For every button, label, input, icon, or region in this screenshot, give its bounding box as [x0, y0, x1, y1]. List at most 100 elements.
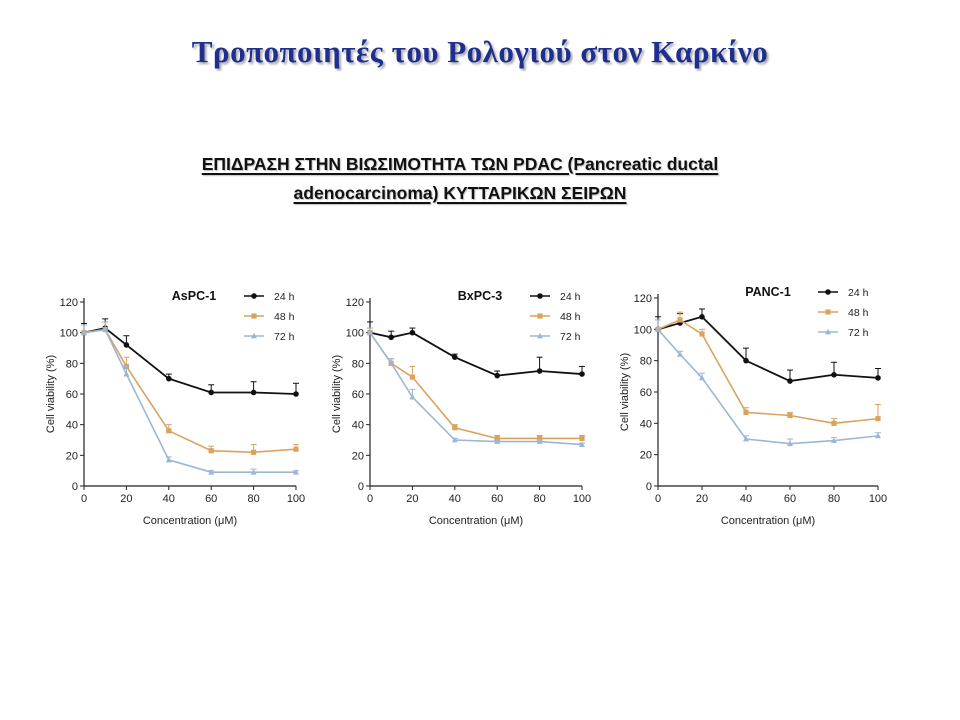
data-point: [699, 314, 705, 320]
data-point: [165, 456, 172, 463]
y-tick-label: 120: [634, 293, 652, 305]
series-24h: [367, 321, 585, 379]
data-point: [102, 326, 109, 332]
x-tick-label: 100: [573, 493, 591, 505]
y-tick-label: 40: [66, 420, 78, 432]
data-point: [655, 326, 661, 332]
y-tick-label: 20: [352, 450, 364, 462]
subtitle-line-1: ΕΠΙΔΡΑΣΗ ΣΤΗΝ ΒΙΩΣΙΜΟΤΗΤΑ ΤΩΝ PDAC (Panc…: [201, 154, 719, 174]
data-point: [166, 375, 172, 382]
series-line: [657, 328, 879, 445]
legend-label: 48 h: [560, 311, 581, 323]
series-72h: [367, 327, 585, 447]
series-48h: [655, 311, 881, 426]
series-line: [369, 332, 582, 440]
legend-marker: [825, 328, 831, 335]
data-point: [251, 449, 257, 455]
data-point: [699, 331, 705, 337]
data-point: [409, 374, 415, 380]
x-tick-label: 20: [120, 493, 132, 505]
x-tick-label: 80: [533, 493, 545, 505]
series-72h: [81, 321, 299, 475]
series-line: [369, 332, 583, 446]
x-tick-label: 40: [163, 493, 175, 505]
slide-title: Τροποποιητές του Ρολογιού στον Καρκίνο: [191, 34, 769, 69]
data-point: [81, 329, 87, 336]
data-point: [677, 317, 683, 323]
data-point: [166, 428, 172, 434]
legend-marker: [537, 293, 543, 299]
y-tick-label: 100: [346, 328, 364, 340]
data-point: [875, 416, 881, 422]
data-point: [208, 469, 215, 475]
x-tick-label: 0: [367, 493, 373, 505]
x-axis-label: Concentration (μM): [721, 515, 815, 527]
y-tick-label: 80: [640, 356, 652, 368]
data-point: [494, 372, 500, 379]
series-line: [369, 331, 583, 377]
y-tick-label: 120: [346, 297, 364, 309]
data-point: [875, 432, 881, 439]
y-tick-label: 120: [60, 297, 78, 309]
data-point: [388, 360, 395, 366]
y-tick-label: 60: [640, 387, 652, 399]
data-point: [743, 435, 749, 442]
y-tick-label: 20: [66, 450, 78, 462]
x-tick-label: 0: [655, 493, 661, 505]
legend-label: 48 h: [274, 311, 295, 323]
data-point: [452, 354, 458, 360]
data-point: [579, 441, 585, 447]
data-point: [536, 368, 543, 374]
y-tick-label: 80: [352, 358, 364, 370]
data-point: [787, 378, 793, 384]
data-point: [787, 412, 793, 419]
slide-subtitle: ΕΠΙΔΡΑΣΗ ΣΤΗΝ ΒΙΩΣΙΜΟΤΗΤΑ ΤΩΝ PDAC (Panc…: [130, 150, 790, 208]
y-tick-label: 80: [66, 358, 78, 370]
y-tick-label: 0: [358, 481, 364, 493]
data-point: [831, 371, 837, 378]
x-tick-label: 100: [869, 493, 887, 505]
data-point: [293, 446, 299, 452]
x-tick-label: 80: [247, 493, 259, 505]
x-tick-label: 80: [828, 493, 840, 505]
data-point: [831, 437, 837, 443]
x-tick-label: 60: [784, 493, 796, 505]
panel-title: BxPC-3: [458, 289, 503, 303]
series-48h: [367, 327, 585, 442]
legend-label: 72 h: [848, 327, 869, 339]
data-point: [452, 425, 458, 431]
x-tick-label: 60: [491, 493, 503, 505]
data-point: [743, 409, 749, 415]
data-point: [208, 448, 214, 454]
series-line: [83, 327, 297, 395]
x-tick-label: 60: [205, 493, 217, 505]
y-tick-label: 100: [60, 328, 78, 340]
chart-panel-bxpc3: 0 20 40 60 80 100 120 0 20 40 60 80 100 Concentration…: [331, 289, 591, 527]
legend-marker: [251, 313, 257, 319]
y-tick-label: 60: [352, 389, 364, 401]
data-point: [409, 329, 416, 336]
legend-marker: [537, 332, 543, 339]
x-tick-label: 0: [81, 493, 87, 505]
y-tick-label: 40: [640, 418, 652, 430]
chart-panel-aspc1: 0 20 40 60 80 100 120 0 20 40 60 80 100 Concentration…: [45, 289, 305, 527]
legend-marker: [537, 313, 543, 319]
data-point: [787, 440, 793, 447]
data-point: [831, 420, 837, 426]
data-point: [293, 469, 299, 475]
series-24h: [655, 308, 881, 384]
legend-label: 72 h: [560, 331, 581, 343]
subtitle-line-2: adenocarcinoma) ΚΥΤΤΑΡΙΚΩΝ ΣΕΙΡΩΝ: [293, 183, 627, 203]
y-tick-label: 40: [352, 420, 364, 432]
data-point: [494, 438, 501, 444]
data-point: [579, 371, 585, 377]
x-tick-label: 20: [696, 493, 708, 505]
data-point: [451, 436, 458, 443]
data-point: [208, 389, 214, 396]
panel-title: PANC-1: [745, 285, 791, 299]
series-72h: [655, 319, 881, 447]
data-point: [250, 469, 257, 475]
y-tick-label: 0: [72, 481, 78, 493]
data-point: [250, 389, 257, 396]
y-tick-label: 100: [634, 324, 652, 336]
